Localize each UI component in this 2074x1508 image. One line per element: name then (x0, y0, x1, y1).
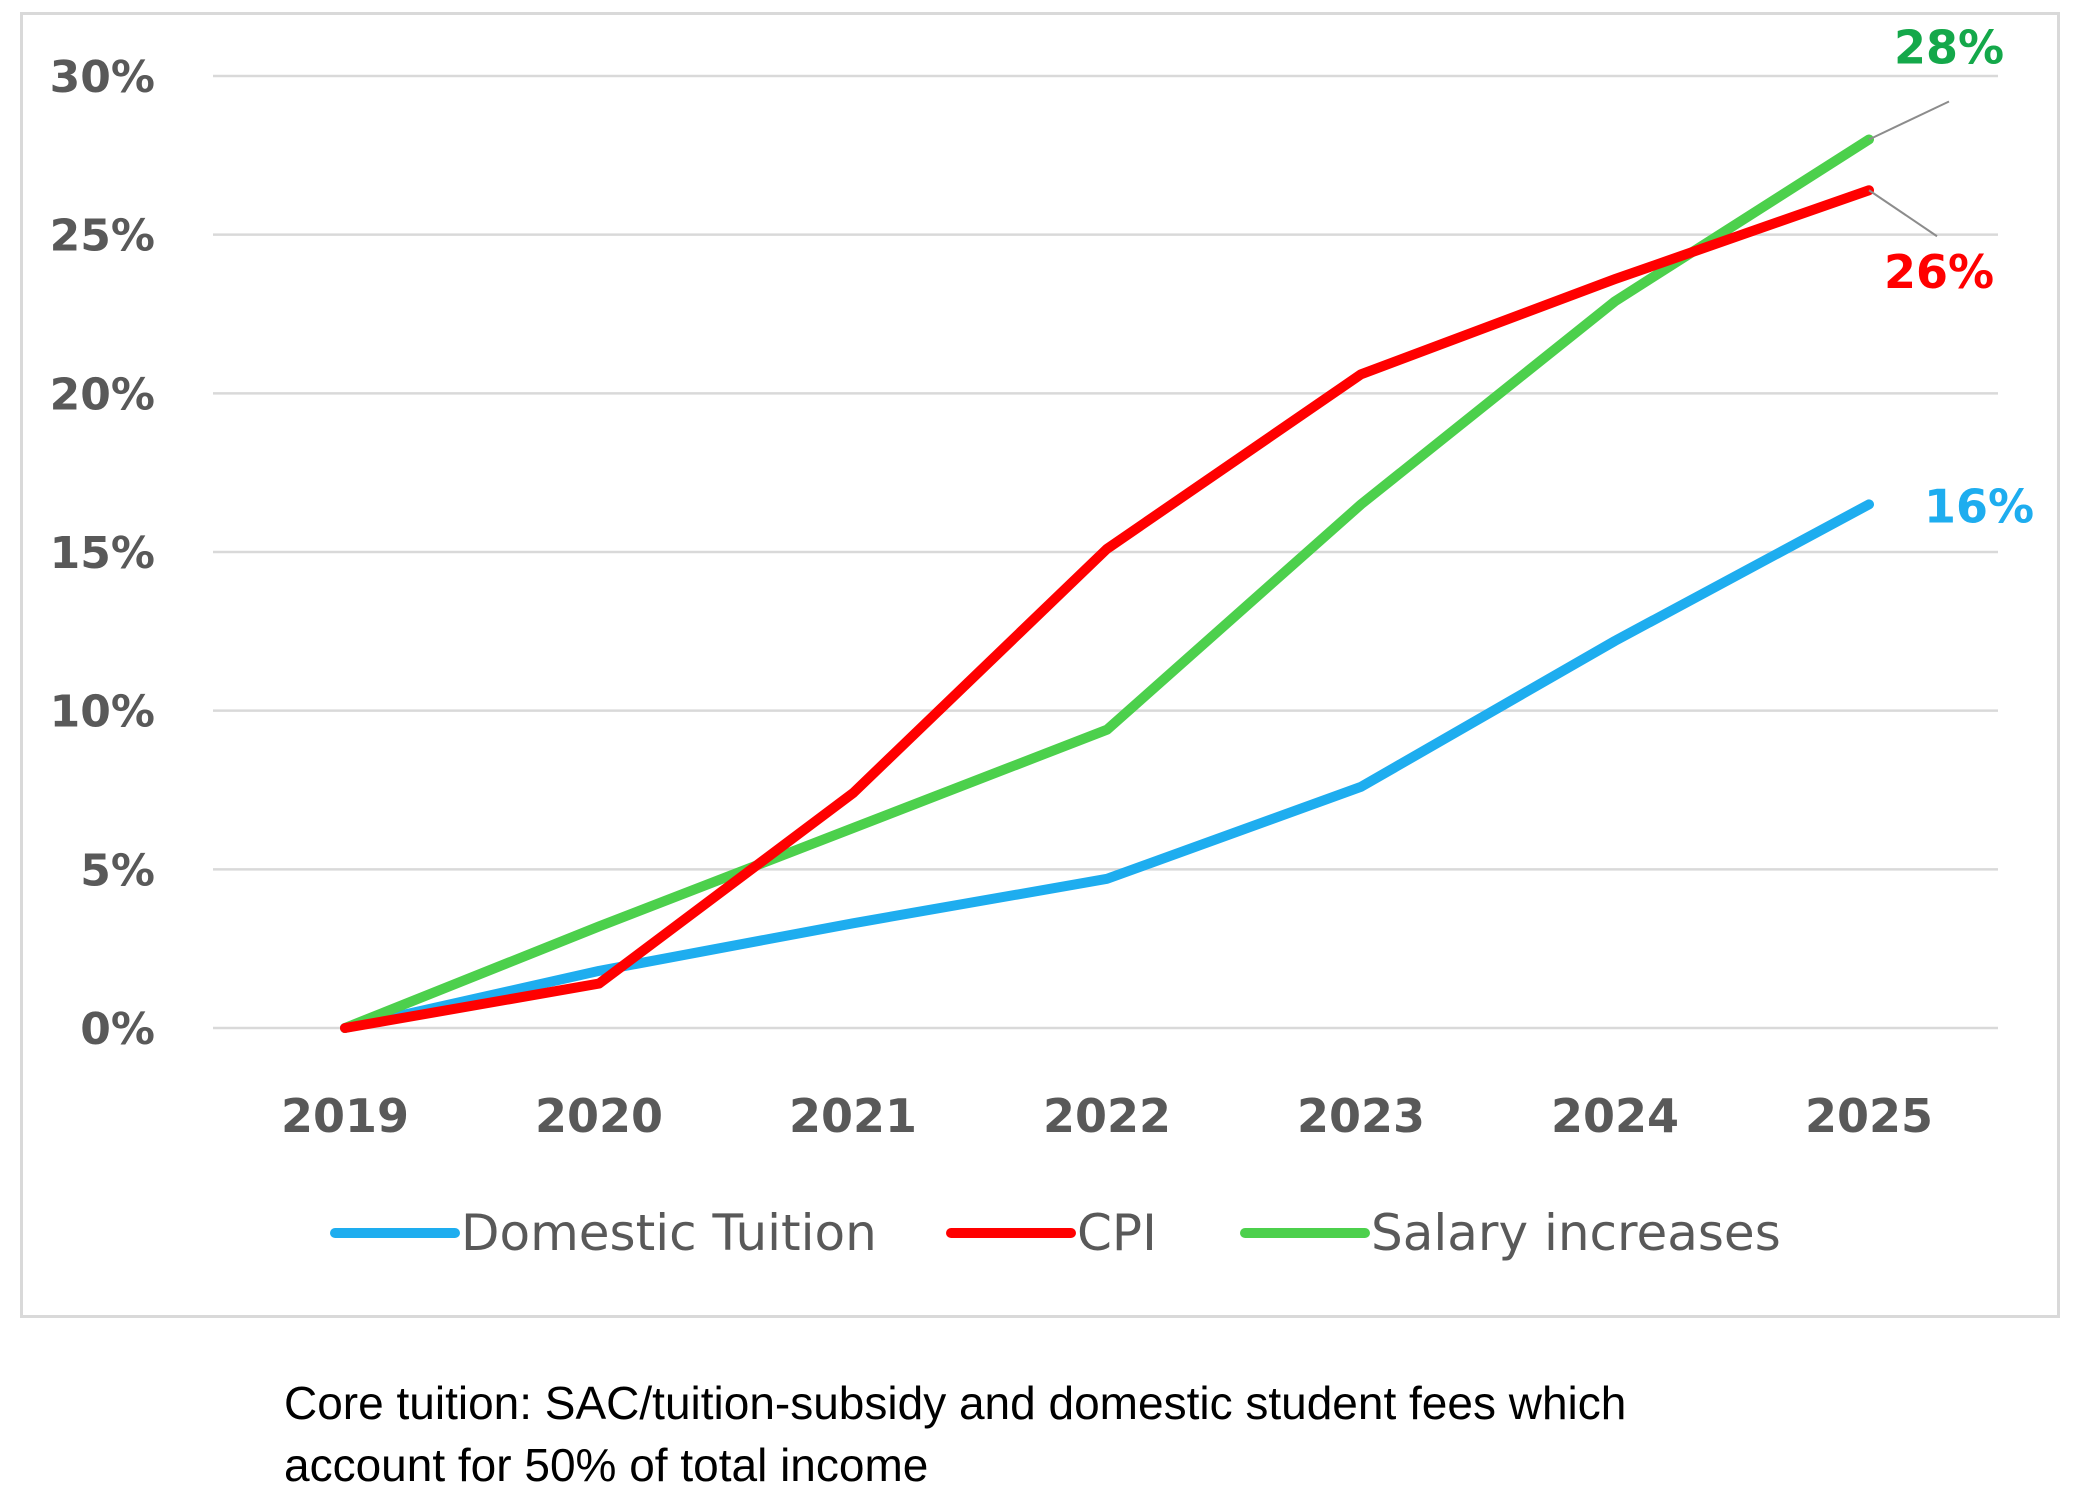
x-tick-label: 2025 (1805, 1089, 1933, 1143)
y-tick-label: 5% (80, 845, 155, 896)
y-tick-label: 10% (50, 687, 155, 738)
gridlines (213, 74, 1998, 1030)
end-label-domestic-tuition: 16% (1924, 479, 2034, 533)
y-axis-ticks: 0% 5% 10% 15% 20% 25% 30% (50, 52, 155, 1055)
end-label-cpi: 26% (1884, 245, 1994, 299)
line-chart: 0% 5% 10% 15% 20% 25% 30% 2019 2020 2021 2022 2023… (50, 20, 2034, 1262)
y-tick-label: 15% (50, 528, 155, 579)
x-axis-ticks: 2019 2020 2021 2022 2023 2024 2025 (281, 1089, 1933, 1143)
caption-line-1: Core tuition: SAC/tuition-subsidy and do… (284, 1377, 1627, 1429)
x-tick-label: 2021 (789, 1089, 917, 1143)
y-tick-label: 20% (50, 369, 155, 420)
legend-label-salary-increases: Salary increases (1371, 1204, 1781, 1262)
caption-line-2: account for 50% of total income (284, 1439, 929, 1491)
leader-line (1868, 100, 1950, 141)
x-tick-label: 2022 (1043, 1089, 1171, 1143)
y-tick-label: 25% (50, 211, 155, 262)
x-tick-label: 2019 (281, 1089, 409, 1143)
series-line-cpi (340, 185, 1874, 1033)
legend-label-cpi: CPI (1077, 1204, 1157, 1262)
end-labels: 16% 26% 28% (1868, 20, 2034, 533)
y-tick-label: 30% (50, 52, 155, 103)
x-tick-label: 2024 (1551, 1089, 1679, 1143)
leader-line (1868, 189, 1938, 238)
series-line-domestic-tuition (340, 499, 1874, 1033)
caption: Core tuition: SAC/tuition-subsidy and do… (284, 1372, 1984, 1496)
x-tick-label: 2020 (535, 1089, 663, 1143)
series-lines (340, 134, 1874, 1033)
end-label-salary-increases: 28% (1894, 20, 2004, 74)
legend: Domestic Tuition CPI Salary increases (330, 1204, 1781, 1262)
chart-frame: 0% 5% 10% 15% 20% 25% 30% 2019 2020 2021 2022 2023… (20, 12, 2060, 1318)
y-tick-label: 0% (80, 1004, 155, 1055)
legend-label-domestic-tuition: Domestic Tuition (461, 1204, 877, 1262)
series-line-salary-increases (340, 134, 1874, 1033)
x-tick-label: 2023 (1297, 1089, 1425, 1143)
